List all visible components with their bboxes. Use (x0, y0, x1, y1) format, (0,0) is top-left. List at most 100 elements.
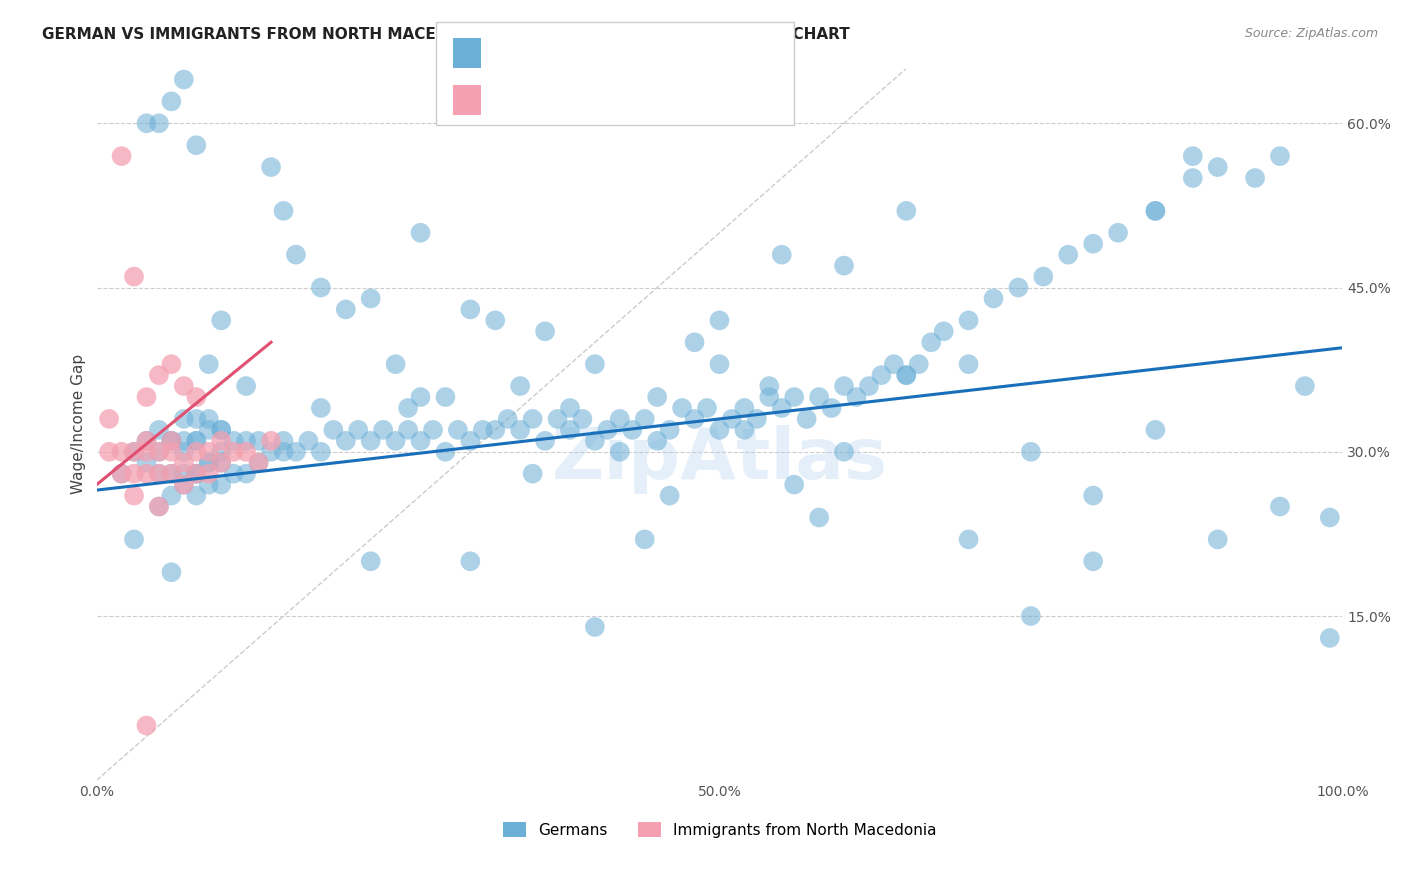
Germans (360, 434, 382, 448)
Immigrants from North Macedonia (135, 444, 157, 458)
Text: GERMAN VS IMMIGRANTS FROM NORTH MACEDONIA WAGE/INCOME GAP CORRELATION CHART: GERMAN VS IMMIGRANTS FROM NORTH MACEDONI… (42, 27, 851, 42)
Germans (571, 412, 593, 426)
Germans (260, 444, 283, 458)
Germans (186, 412, 208, 426)
Germans (396, 423, 419, 437)
Germans (273, 444, 295, 458)
Germans (209, 444, 232, 458)
Germans (434, 444, 457, 458)
Text: Source: ZipAtlas.com: Source: ZipAtlas.com (1244, 27, 1378, 40)
Germans (745, 412, 768, 426)
Germans (173, 412, 195, 426)
Germans (634, 412, 657, 426)
Germans (173, 434, 195, 448)
Germans (1019, 609, 1042, 624)
Germans (509, 379, 531, 393)
Germans (309, 401, 332, 415)
Germans (110, 467, 132, 481)
Germans (484, 313, 506, 327)
Immigrants from North Macedonia (122, 467, 145, 481)
Text: 168: 168 (619, 45, 651, 61)
Immigrants from North Macedonia (160, 467, 183, 481)
Germans (460, 302, 482, 317)
Germans (235, 467, 257, 481)
Germans (547, 412, 569, 426)
Germans (645, 390, 668, 404)
Germans (920, 335, 942, 350)
Germans (583, 434, 606, 448)
Germans (173, 72, 195, 87)
Germans (197, 456, 219, 470)
Germans (783, 390, 806, 404)
Immigrants from North Macedonia (135, 718, 157, 732)
Germans (1144, 423, 1167, 437)
Immigrants from North Macedonia (135, 434, 157, 448)
Germans (932, 324, 955, 338)
Germans (1032, 269, 1054, 284)
Germans (870, 368, 893, 383)
Text: N =: N = (581, 45, 614, 61)
Germans (148, 444, 170, 458)
Germans (284, 444, 307, 458)
Immigrants from North Macedonia (209, 434, 232, 448)
Germans (1319, 631, 1341, 645)
Germans (1319, 510, 1341, 524)
Text: 0.483: 0.483 (524, 45, 572, 61)
Germans (1206, 160, 1229, 174)
Germans (186, 138, 208, 153)
Germans (832, 444, 855, 458)
Germans (309, 444, 332, 458)
Germans (509, 423, 531, 437)
Germans (173, 467, 195, 481)
Germans (135, 116, 157, 130)
Immigrants from North Macedonia (148, 368, 170, 383)
Germans (209, 456, 232, 470)
Germans (173, 444, 195, 458)
Germans (409, 434, 432, 448)
Text: 36: 36 (619, 92, 645, 107)
Germans (1144, 203, 1167, 218)
Germans (235, 434, 257, 448)
Germans (696, 401, 718, 415)
Germans (209, 423, 232, 437)
Germans (434, 390, 457, 404)
Immigrants from North Macedonia (197, 444, 219, 458)
Germans (783, 477, 806, 491)
Immigrants from North Macedonia (135, 467, 157, 481)
Germans (209, 313, 232, 327)
Immigrants from North Macedonia (98, 412, 121, 426)
Immigrants from North Macedonia (235, 444, 257, 458)
Immigrants from North Macedonia (122, 444, 145, 458)
Immigrants from North Macedonia (110, 149, 132, 163)
Germans (1181, 171, 1204, 186)
Germans (309, 280, 332, 294)
Germans (845, 390, 868, 404)
Germans (197, 477, 219, 491)
Germans (360, 292, 382, 306)
Germans (186, 489, 208, 503)
Germans (683, 335, 706, 350)
Germans (583, 357, 606, 371)
Immigrants from North Macedonia (122, 269, 145, 284)
Germans (197, 357, 219, 371)
Germans (235, 379, 257, 393)
Germans (160, 434, 183, 448)
Germans (1268, 500, 1291, 514)
Germans (322, 423, 344, 437)
Germans (709, 357, 731, 371)
Germans (596, 423, 619, 437)
Germans (197, 456, 219, 470)
Germans (160, 566, 183, 580)
Germans (273, 203, 295, 218)
Immigrants from North Macedonia (148, 500, 170, 514)
Germans (770, 248, 793, 262)
Germans (758, 379, 780, 393)
Germans (297, 434, 319, 448)
Germans (1294, 379, 1316, 393)
Germans (896, 203, 918, 218)
Germans (1244, 171, 1267, 186)
Immigrants from North Macedonia (173, 477, 195, 491)
Immigrants from North Macedonia (148, 467, 170, 481)
Immigrants from North Macedonia (160, 434, 183, 448)
Germans (135, 434, 157, 448)
